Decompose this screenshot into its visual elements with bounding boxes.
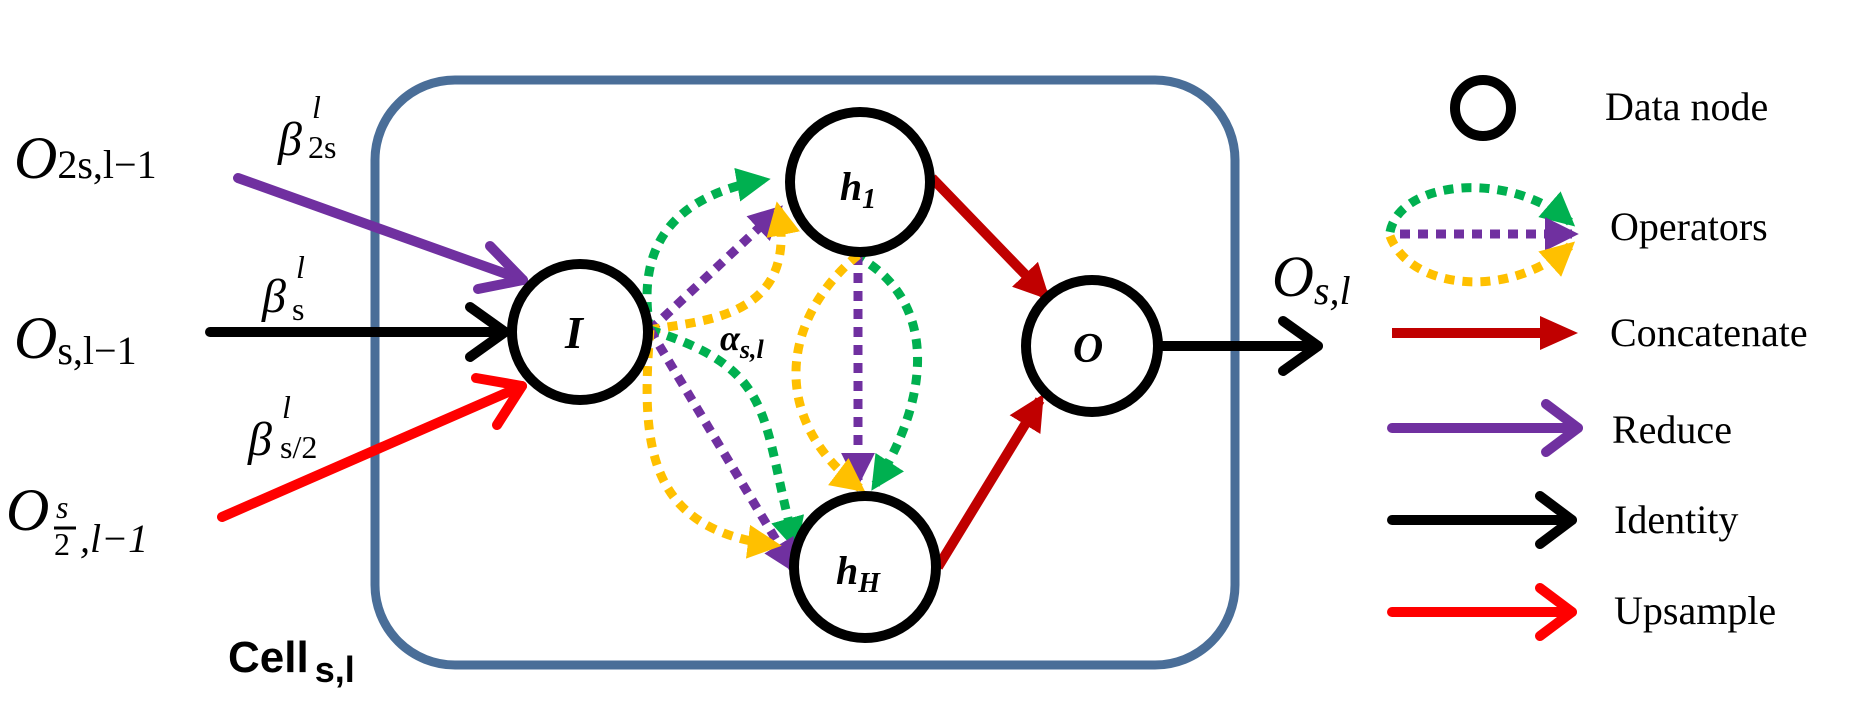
legend-concatenate-icon: [1392, 316, 1578, 350]
cell-box: [370, 75, 1240, 670]
svg-text:l: l: [282, 389, 291, 425]
legend-reduce-icon: [1387, 399, 1583, 457]
input-label-o-s: Os,l−1: [14, 305, 137, 373]
beta-label-2s: β l 2s: [277, 89, 336, 166]
node-hH-base: h: [836, 548, 858, 593]
svg-text:O: O: [6, 477, 49, 543]
reduce-input-arrow: [233, 173, 528, 294]
svg-text:β: β: [277, 113, 302, 166]
concat-arrow-h1-o: [928, 174, 1051, 301]
legend-data-node-icon: [1450, 75, 1516, 141]
identity-input-arrow: [205, 302, 510, 362]
node-input-label: I: [564, 307, 585, 358]
node-output: O: [1021, 275, 1163, 417]
legend-upsample-label: Upsample: [1614, 588, 1776, 633]
legend-identity-icon: [1387, 491, 1577, 549]
node-input: I: [507, 259, 653, 405]
svg-text:2s: 2s: [308, 129, 336, 165]
output-arrow: [1155, 316, 1323, 376]
cell-label: Cell s,l: [228, 633, 355, 690]
op-edge-yellow-i-h1: [649, 201, 800, 335]
input-label-o-half: O s 2 ,l−1: [6, 477, 148, 562]
svg-text:hH: hH: [836, 548, 881, 599]
svg-text:s: s: [292, 291, 304, 327]
op-edge-yellow-h1-hH: [791, 251, 866, 493]
svg-text:,l−1: ,l−1: [80, 516, 148, 561]
op-edge-yellow-i-hH: [642, 329, 782, 559]
node-hH: hH: [789, 491, 941, 643]
alpha-label: αs,l: [720, 318, 765, 364]
node-h1: h1: [785, 107, 935, 257]
legend-identity-label: Identity: [1614, 497, 1738, 542]
svg-text:β: β: [247, 413, 272, 466]
upsample-input-arrow: [217, 373, 527, 522]
legend-reduce-label: Reduce: [1612, 407, 1732, 452]
svg-text:β: β: [261, 270, 286, 323]
op-edge-green-h1-hH: [852, 251, 922, 491]
svg-text:s: s: [56, 489, 68, 525]
beta-label-s: β l s: [261, 249, 305, 327]
legend: Data node Operators Concatenate Reduce I…: [1385, 75, 1808, 641]
node-hH-sub: H: [857, 568, 881, 599]
svg-text:l: l: [296, 249, 305, 285]
output-label: Os,l: [1272, 244, 1351, 313]
concat-arrow-hH-o: [933, 393, 1045, 570]
beta-label-half: β l s/2: [247, 389, 317, 466]
node-h1-base: h: [840, 164, 862, 209]
legend-operators-icon: [1385, 183, 1579, 287]
svg-text:2: 2: [54, 526, 70, 562]
node-h1-sub: 1: [862, 184, 876, 215]
op-edge-green-i-hH: [648, 325, 805, 552]
svg-text:l: l: [312, 89, 321, 125]
svg-text:s/2: s/2: [280, 429, 317, 465]
legend-operators-label: Operators: [1610, 204, 1768, 249]
legend-concatenate-label: Concatenate: [1610, 310, 1808, 355]
svg-text:h1: h1: [840, 164, 876, 215]
concatenate-arrows: [928, 174, 1051, 570]
node-output-label: O: [1073, 326, 1103, 372]
legend-data-node-label: Data node: [1605, 84, 1768, 129]
legend-upsample-icon: [1387, 583, 1577, 641]
input-label-o-2s: O2s,l−1: [14, 125, 157, 191]
op-edge-purple-i-h1: [646, 205, 783, 334]
